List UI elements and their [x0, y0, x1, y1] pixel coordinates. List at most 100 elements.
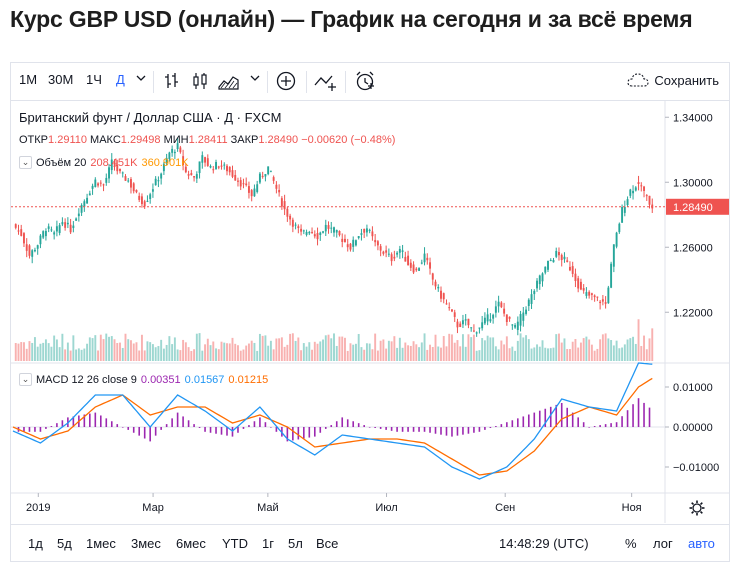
- candle-body: [374, 240, 377, 243]
- candle-body: [349, 243, 352, 250]
- candle-body: [500, 302, 503, 308]
- last-price-label: 1.28490: [673, 202, 713, 214]
- candle-body: [80, 205, 83, 213]
- interval-1h[interactable]: 1Ч: [86, 72, 102, 87]
- macd-histogram-bar: [401, 427, 404, 432]
- macd-histogram-bar: [593, 426, 596, 427]
- volume-bar: [302, 343, 305, 361]
- save-button[interactable]: Сохранить: [626, 71, 719, 89]
- macd-histogram-bar: [237, 427, 239, 433]
- chevron-down-icon[interactable]: ⌄: [19, 373, 32, 386]
- clock-time[interactable]: 14:48:29 (UTC): [499, 536, 589, 551]
- compare-icon[interactable]: [313, 70, 339, 95]
- alarm-icon[interactable]: [353, 69, 377, 96]
- volume-bar: [286, 344, 289, 361]
- volume-bar: [187, 347, 190, 361]
- macd-histogram-bar: [303, 427, 305, 439]
- chevron-down-icon[interactable]: ⌄: [19, 156, 32, 169]
- volume-bar: [423, 333, 426, 361]
- volume-bar: [36, 346, 39, 361]
- time-axis-label: Мар: [142, 502, 164, 514]
- volume-bar: [327, 334, 330, 361]
- volume-bar: [261, 335, 264, 361]
- macd-histogram-bar: [407, 427, 409, 432]
- volume-bar: [577, 347, 580, 361]
- area-icon[interactable]: [217, 71, 241, 94]
- range-1d[interactable]: 1д: [28, 536, 43, 551]
- volume-bar: [363, 349, 366, 361]
- volume-bar: [14, 343, 17, 361]
- gear-icon[interactable]: [689, 500, 705, 516]
- volume-bar: [525, 335, 528, 361]
- volume-bar: [162, 348, 165, 361]
- candle-body: [387, 253, 390, 255]
- volume-bar: [448, 333, 451, 361]
- volume-bar: [503, 344, 506, 361]
- volume-bar: [404, 342, 407, 361]
- macd-line-value: 0.01567: [184, 373, 225, 386]
- interval-30m[interactable]: 30М: [48, 72, 74, 87]
- range-ytd[interactable]: YTD: [222, 536, 248, 551]
- volume-bar: [97, 350, 100, 361]
- candle-body: [615, 232, 618, 247]
- range-1m[interactable]: 1мес: [86, 536, 116, 551]
- range-3m[interactable]: 3мес: [131, 536, 161, 551]
- interval-1m[interactable]: 1М: [19, 72, 38, 87]
- macd-histogram-bar: [259, 417, 261, 427]
- candle-body: [467, 318, 470, 326]
- macd-histogram-bar: [637, 398, 640, 427]
- bars-icon[interactable]: [163, 71, 181, 94]
- auto-toggle[interactable]: авто: [688, 536, 715, 551]
- volume-bar: [555, 334, 558, 361]
- macd-histogram-bar: [621, 416, 623, 427]
- range-5d[interactable]: 5д: [57, 536, 72, 551]
- candle-body: [119, 168, 121, 172]
- price-axis-label: 1.30000: [673, 177, 713, 189]
- chevron-down-icon[interactable]: [249, 71, 261, 88]
- volume-bar: [247, 343, 250, 361]
- candle-body: [516, 321, 519, 330]
- range-1y[interactable]: 1г: [262, 536, 274, 551]
- candle-body: [234, 174, 237, 181]
- price-chart-svg[interactable]: 1.28490 1.34000 1.30000 1.26000 1.22000 0.01…: [11, 101, 729, 524]
- chevron-down-icon[interactable]: [135, 71, 147, 88]
- volume-bar: [20, 342, 23, 361]
- volume-bar: [80, 349, 83, 361]
- volume-bar: [278, 338, 281, 361]
- candle-body: [483, 317, 486, 324]
- time-axis-label: Июл: [375, 502, 397, 514]
- volume-bar: [283, 346, 286, 361]
- volume-bar: [267, 345, 270, 361]
- range-6m[interactable]: 6мес: [176, 536, 206, 551]
- macd-histogram-bar: [121, 427, 124, 428]
- plus-circle-icon[interactable]: [275, 70, 297, 95]
- volume-bar: [451, 334, 453, 361]
- candle-body: [536, 280, 538, 289]
- candle-body: [338, 230, 341, 236]
- volume-bar: [445, 346, 448, 361]
- range-all[interactable]: Все: [316, 536, 339, 551]
- chart-area[interactable]: 1.28490 1.34000 1.30000 1.26000 1.22000 0.01…: [11, 101, 729, 529]
- candle-body: [407, 255, 410, 266]
- macd-histogram-bar: [72, 416, 75, 427]
- volume-bar: [193, 349, 196, 361]
- candle-body: [215, 162, 217, 170]
- macd-histogram-bar: [204, 427, 206, 432]
- candle-body: [533, 290, 536, 295]
- candle-body: [478, 327, 481, 329]
- percent-toggle[interactable]: %: [625, 536, 637, 551]
- interval-day[interactable]: Д: [116, 72, 125, 87]
- candle-body: [50, 229, 53, 231]
- volume-bar: [72, 335, 75, 361]
- candle-body: [261, 175, 264, 177]
- candles-icon[interactable]: [191, 71, 209, 94]
- macd-histogram-bar: [588, 427, 590, 428]
- volume-bar: [549, 348, 552, 361]
- range-5y[interactable]: 5л: [288, 536, 303, 551]
- candle-body: [555, 250, 558, 257]
- volume-bar: [83, 348, 86, 361]
- volume-bar: [640, 346, 643, 361]
- log-toggle[interactable]: лог: [653, 536, 673, 551]
- candle-body: [514, 325, 517, 328]
- candle-body: [162, 163, 165, 172]
